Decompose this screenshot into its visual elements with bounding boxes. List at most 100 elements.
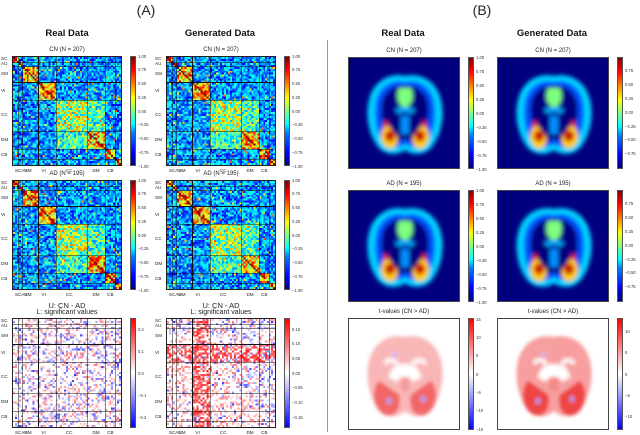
colorbar: [468, 190, 474, 302]
colorbar-tick: 1.00: [292, 54, 300, 59]
colorbar-tick: −1.00: [476, 167, 487, 172]
colorbar-tick: 0.50: [625, 215, 633, 220]
x-axis-label: CB: [261, 292, 267, 297]
colorbar-tick: 0.50: [292, 81, 300, 86]
y-axis-label: VI: [155, 212, 159, 217]
colorbar-tick: 0.50: [292, 205, 300, 210]
colorbar-tick: 0: [625, 372, 627, 377]
y-axis-label: AU: [1, 185, 7, 190]
colorbar-tick: −0.25: [292, 246, 303, 251]
y-axis-label: CC: [155, 236, 162, 241]
colorbar-tick: 15: [476, 317, 481, 322]
x-axis-label: SM: [179, 292, 186, 297]
colorbar: [284, 180, 290, 290]
t-value-brain-image: [497, 318, 609, 430]
y-axis-label: SM: [1, 195, 8, 200]
subplot-title: CN (N = 207): [497, 48, 609, 54]
colorbar-tick: −0.50: [625, 270, 636, 275]
colorbar-tick: 0.00: [292, 371, 300, 376]
y-axis-label: VI: [1, 350, 5, 355]
colorbar-tick: 0.25: [625, 229, 633, 234]
y-axis-label: SM: [1, 333, 8, 338]
colorbar-tick: 1.00: [138, 178, 146, 183]
colorbar-tick: −0.25: [138, 122, 149, 127]
colorbar-tick: 0.0: [138, 371, 144, 376]
colorbar-tick: 0.00: [625, 110, 633, 115]
x-axis-label: CC: [220, 430, 227, 435]
y-axis-label: DM: [155, 137, 162, 142]
y-axis-label: AU: [155, 61, 161, 66]
y-axis-label: CB: [155, 276, 161, 281]
x-axis-label: DM: [92, 430, 99, 435]
colorbar-tick: 0.1: [138, 349, 144, 354]
y-axis-label: DM: [1, 261, 8, 266]
colorbar-tick: 0.25: [476, 230, 484, 235]
colorbar-tick: 0.00: [138, 109, 146, 114]
x-axis-label: CB: [107, 292, 113, 297]
colorbar-tick: 0.50: [625, 82, 633, 87]
colorbar-tick: −0.25: [625, 124, 636, 129]
colorbar: [284, 318, 290, 428]
colorbar-tick: 0.25: [292, 95, 300, 100]
brain-image: [497, 190, 609, 302]
colorbar-tick: 0.75: [292, 191, 300, 196]
x-axis-label: SM: [25, 430, 32, 435]
panel-label-b: (B): [462, 2, 502, 18]
colorbar-tick: −0.50: [138, 136, 149, 141]
colorbar-tick: −0.15: [292, 415, 303, 420]
colorbar-tick: −0.75: [292, 274, 303, 279]
colorbar-tick: −0.75: [625, 284, 636, 289]
colorbar-tick: −0.25: [476, 258, 487, 263]
y-axis-label: AU: [1, 61, 7, 66]
y-axis-label: VI: [1, 212, 5, 217]
colorbar: [284, 56, 290, 166]
colorbar-tick: −0.50: [292, 136, 303, 141]
colorbar-tick: −0.50: [476, 272, 487, 277]
y-axis-label: CC: [1, 374, 8, 379]
subplot-title: CN (N = 207): [166, 47, 276, 53]
colorbar-tick: 10: [476, 335, 481, 340]
colorbar-tick: 0.15: [292, 327, 300, 332]
colorbar-tick: 1.00: [476, 55, 484, 60]
subplot-title-line2: L: significant values: [12, 309, 122, 316]
colorbar-tick: −0.25: [292, 122, 303, 127]
colorbar-tick: 0.75: [138, 67, 146, 72]
colorbar-tick: 0.00: [292, 233, 300, 238]
colorbar-tick: 0.50: [138, 81, 146, 86]
y-axis-label: VI: [155, 88, 159, 93]
colorbar-tick: 0: [476, 372, 478, 377]
colorbar-tick: −1.00: [138, 164, 149, 169]
colorbar-tick: −0.50: [625, 137, 636, 142]
y-axis-label: SM: [155, 195, 162, 200]
colorbar-tick: −1.00: [292, 288, 303, 293]
colorbar-tick: 0.50: [476, 216, 484, 221]
colorbar-tick: 0.25: [292, 219, 300, 224]
colorbar-tick: −0.25: [476, 125, 487, 130]
colorbar-tick: 0.00: [476, 244, 484, 249]
subplot-title: AD (N = 195): [497, 181, 609, 187]
subplot-title: AD (N = 195): [348, 181, 460, 187]
y-axis-label: VI: [1, 88, 5, 93]
connectivity-matrix: [166, 56, 276, 166]
y-axis-label: DM: [155, 261, 162, 266]
colorbar: [130, 56, 136, 166]
subplot-title: AD (N = 195): [166, 171, 276, 177]
y-axis-label: DM: [1, 137, 8, 142]
colorbar: [468, 318, 474, 430]
x-axis-label: VI: [195, 292, 199, 297]
col-title-b-real: Real Data: [333, 28, 473, 39]
colorbar-tick: −10: [625, 414, 632, 419]
colorbar-tick: 0.75: [476, 202, 484, 207]
panel-divider: [327, 40, 328, 432]
colorbar-tick: −15: [476, 427, 483, 432]
col-title-a-real: Real Data: [0, 28, 137, 39]
colorbar: [468, 57, 474, 169]
colorbar-tick: −0.75: [476, 286, 487, 291]
colorbar-tick: −0.2: [138, 415, 146, 420]
colorbar-tick: 5: [476, 353, 478, 358]
brain-image: [348, 190, 460, 302]
x-axis-label: CC: [220, 292, 227, 297]
connectivity-matrix: [12, 56, 122, 166]
colorbar-tick: 0.75: [138, 191, 146, 196]
y-axis-label: SM: [1, 71, 8, 76]
